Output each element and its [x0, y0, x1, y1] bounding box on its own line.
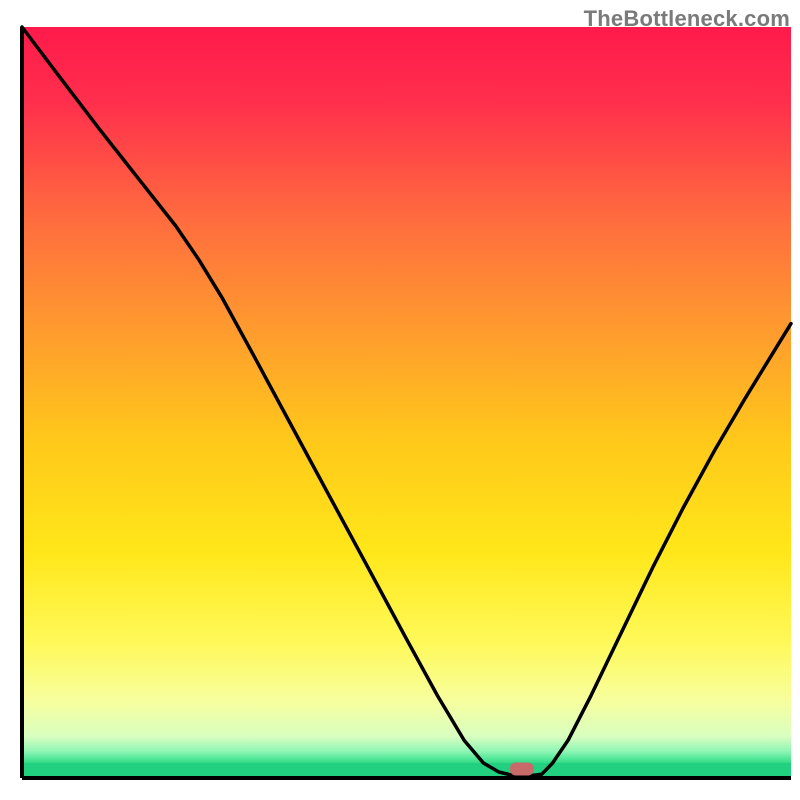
bottleneck-chart: [0, 0, 800, 800]
gradient-fill: [22, 27, 791, 778]
chart-container: TheBottleneck.com: [0, 0, 800, 800]
green-band: [22, 763, 791, 778]
optimal-marker: [510, 763, 534, 776]
